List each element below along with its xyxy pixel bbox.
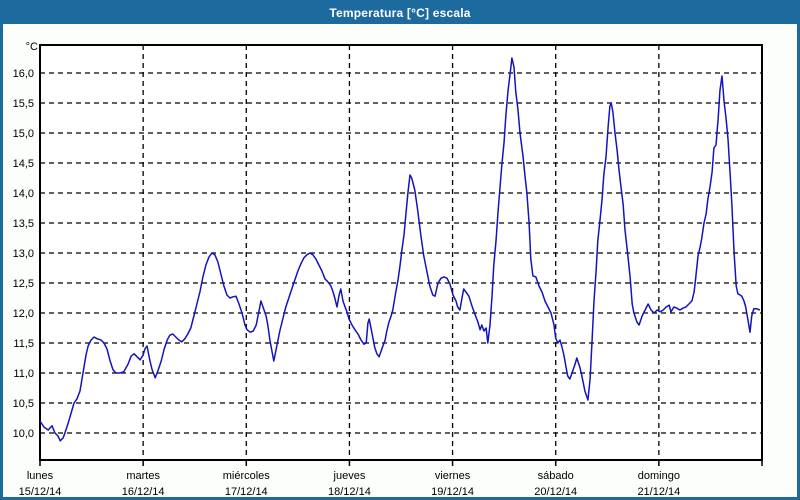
plot-border [39, 44, 763, 461]
y-unit-label: °C [26, 41, 38, 53]
x-day-label: sábado [538, 470, 574, 482]
y-tick-label: 11,5 [13, 338, 34, 350]
x-date-label: 20/12/14 [534, 486, 577, 497]
x-day-label: lunes [27, 470, 54, 482]
chart-title: Temperatura [°C] escala [329, 6, 471, 20]
y-tick-label: 13,5 [13, 218, 34, 230]
y-tick-label: 12,5 [13, 278, 34, 290]
y-tick-label: 15,5 [13, 98, 34, 110]
title-bar: Temperatura [°C] escala [3, 3, 797, 24]
temperature-line [40, 57, 761, 442]
x-date-label: 15/12/14 [19, 486, 62, 497]
x-day-label: jueves [333, 470, 366, 482]
y-tick-label: 11,0 [13, 368, 34, 380]
x-date-label: 21/12/14 [637, 486, 680, 497]
x-day-label: domingo [638, 470, 680, 482]
y-tick-label: 10,5 [13, 398, 34, 410]
temperature-line-chart: 16,0 15,5 15,0 14,5 14,0 13,5 13,0 12,5 12,0 11,5… [13, 41, 763, 497]
y-tick-label: 16,0 [13, 68, 34, 80]
y-tick-label: 15,0 [13, 128, 34, 140]
x-date-label: 18/12/14 [328, 486, 371, 497]
y-tick-label: 14,5 [13, 158, 34, 170]
x-date-label: 16/12/14 [122, 486, 165, 497]
x-day-label: martes [126, 470, 160, 482]
y-tick-label: 13,0 [13, 248, 34, 260]
y-tick-label: 14,0 [13, 188, 34, 200]
chart-canvas: 16,0 15,5 15,0 14,5 14,0 13,5 13,0 12,5 12,0 11,5… [3, 24, 797, 497]
x-day-label: viernes [435, 470, 471, 482]
y-tick-label: 10,0 [13, 428, 34, 440]
y-tick-label: 12,0 [13, 308, 34, 320]
x-day-label: miércoles [223, 470, 271, 482]
x-date-label: 19/12/14 [431, 486, 474, 497]
x-date-label: 17/12/14 [225, 486, 268, 497]
